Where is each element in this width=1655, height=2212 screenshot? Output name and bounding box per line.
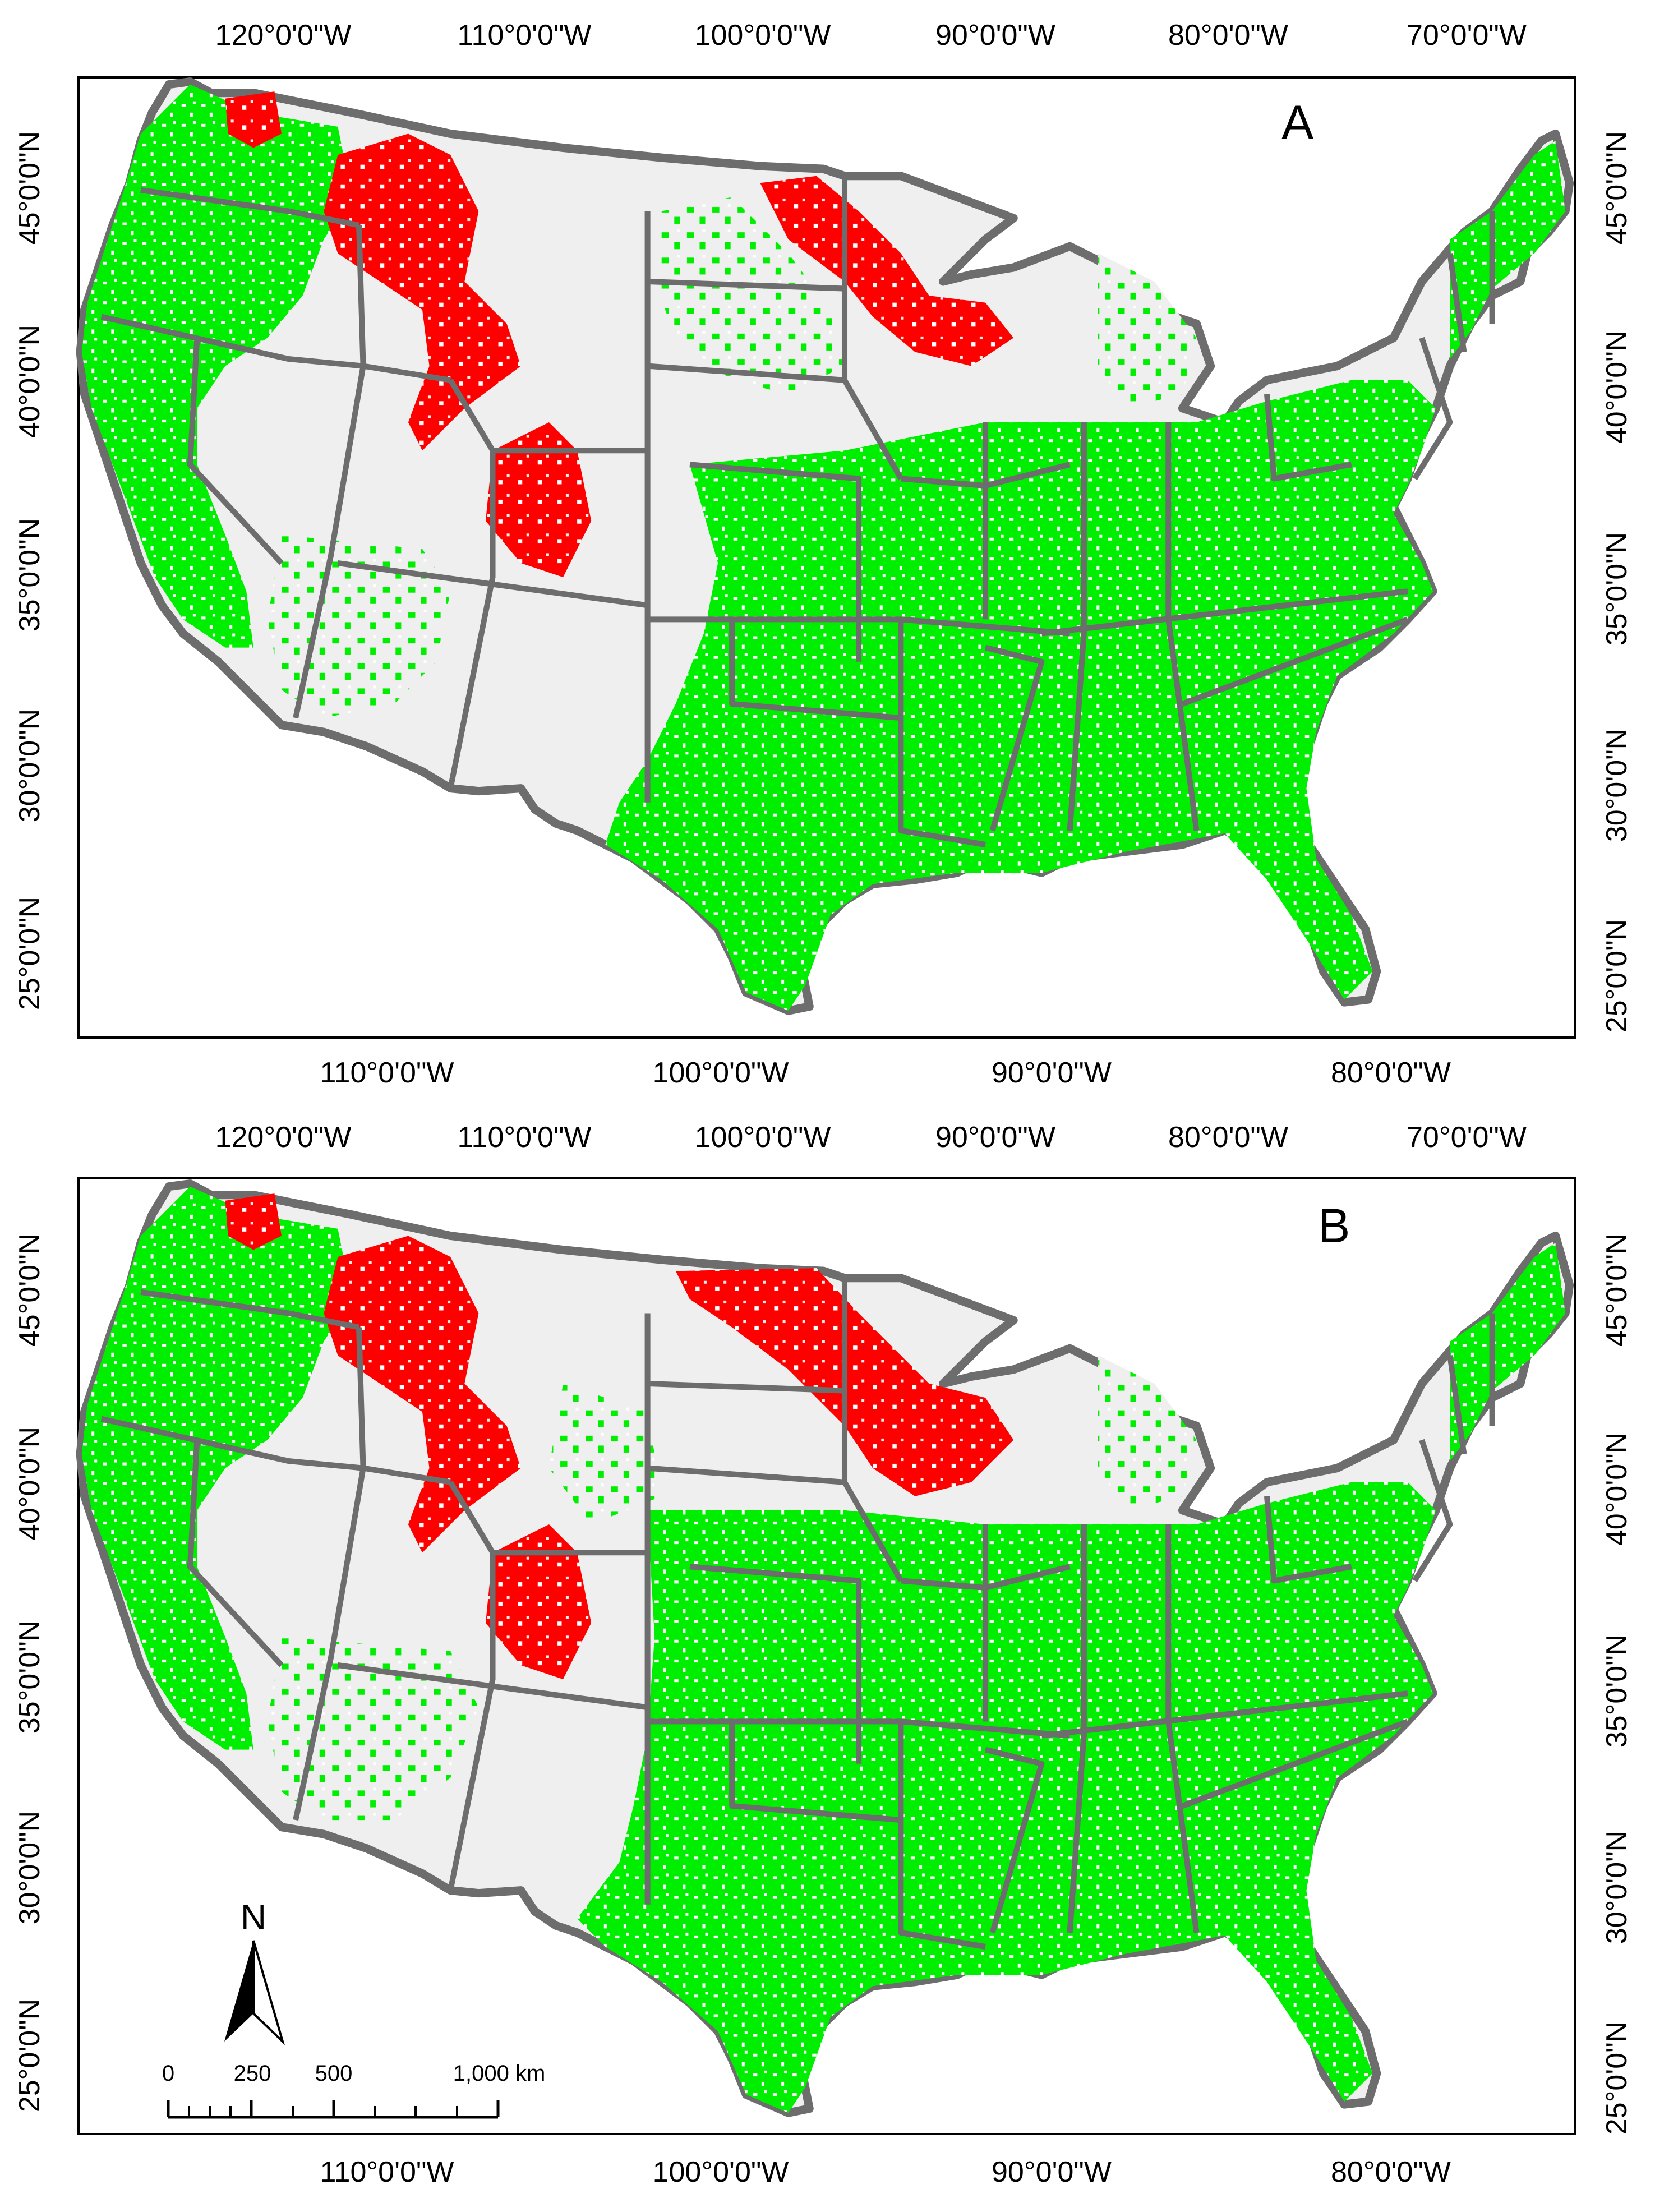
top-axis: 120°0'0"W 110°0'0"W 100°0'0"W 90°0'0"W 8…: [215, 19, 1527, 52]
right-tick-label: 40°0'0"N: [1601, 1432, 1633, 1546]
top-tick-label: 110°0'0"W: [457, 1121, 591, 1154]
left-tick-label: 40°0'0"N: [13, 325, 46, 438]
bottom-tick-label: 100°0'0"W: [653, 1057, 789, 1089]
red-region: [225, 91, 1014, 578]
north-label: N: [241, 1897, 266, 1937]
right-tick-label: 25°0'0"N: [1601, 919, 1633, 1033]
right-tick-label: 45°0'0"N: [1601, 131, 1633, 245]
top-tick-label: 110°0'0"W: [457, 19, 591, 52]
right-tick-label: 45°0'0"N: [1601, 1233, 1633, 1347]
left-axis: 45°0'0"N 40°0'0"N 35°0'0"N 30°0'0"N 25°0…: [13, 131, 46, 1010]
scale-label: 500: [315, 2061, 353, 2086]
green-region-west: [81, 1186, 1197, 1821]
left-tick-label: 45°0'0"N: [13, 1233, 46, 1347]
top-tick-label: 90°0'0"W: [935, 19, 1055, 52]
panel-frame: [77, 76, 1576, 1039]
top-tick-label: 80°0'0"W: [1168, 1121, 1288, 1154]
scale-label: 250: [234, 2061, 271, 2086]
bottom-tick-label: 100°0'0"W: [653, 2156, 789, 2188]
bottom-tick-label: 80°0'0"W: [1331, 1057, 1451, 1089]
state-boundaries: [100, 1278, 1495, 1950]
left-tick-label: 35°0'0"N: [13, 518, 46, 632]
north-arrow: N: [224, 1897, 285, 2045]
state-boundaries: [100, 176, 1495, 847]
left-tick-label: 30°0'0"N: [13, 709, 46, 822]
left-tick-label: 30°0'0"N: [13, 1811, 46, 1924]
bottom-tick-label: 110°0'0"W: [320, 2156, 454, 2188]
top-tick-label: 120°0'0"W: [215, 1121, 352, 1154]
left-tick-label: 25°0'0"N: [13, 1999, 46, 2112]
bottom-axis: 110°0'0"W 100°0'0"W 90°0'0"W 80°0'0"W: [320, 1057, 1450, 1089]
top-tick-label: 100°0'0"W: [695, 19, 831, 52]
bottom-tick-label: 90°0'0"W: [992, 1057, 1112, 1089]
scale-bar: 0 250 500 1,000 km: [162, 2061, 546, 2119]
top-tick-label: 70°0'0"W: [1407, 19, 1527, 52]
bottom-tick-label: 90°0'0"W: [992, 2156, 1112, 2188]
map-panel-a: A 120°0'0"W 110°0'0"W 100°0'0"W 90°0'0"W…: [13, 19, 1633, 1089]
bottom-tick-label: 110°0'0"W: [320, 1057, 454, 1089]
left-tick-label: 45°0'0"N: [13, 131, 46, 245]
north-arrow-left-icon: [224, 1941, 253, 2042]
panel-letter: B: [1318, 1199, 1350, 1253]
left-tick-label: 40°0'0"N: [13, 1427, 46, 1540]
left-axis: 45°0'0"N 40°0'0"N 35°0'0"N 30°0'0"N 25°0…: [13, 1233, 46, 2112]
right-tick-label: 30°0'0"N: [1601, 1831, 1633, 1944]
right-tick-label: 25°0'0"N: [1601, 2021, 1633, 2135]
bottom-axis: 110°0'0"W 100°0'0"W 90°0'0"W 80°0'0"W: [320, 2156, 1450, 2188]
top-tick-label: 100°0'0"W: [695, 1121, 831, 1154]
top-tick-label: 70°0'0"W: [1407, 1121, 1527, 1154]
left-tick-label: 35°0'0"N: [13, 1620, 46, 1734]
bottom-tick-label: 80°0'0"W: [1331, 2156, 1451, 2188]
right-tick-label: 40°0'0"N: [1601, 330, 1633, 444]
map-panel-b: B 120°0'0"W 110°0'0"W 100°0'0"W 90°0'0"W…: [13, 1121, 1633, 2188]
scale-label: 1,000 km: [453, 2061, 546, 2086]
green-region-east: [577, 1243, 1566, 2113]
panel-letter: A: [1281, 96, 1314, 150]
green-region-west: [81, 84, 1197, 718]
top-axis: 120°0'0"W 110°0'0"W 100°0'0"W 90°0'0"W 8…: [215, 1121, 1527, 1154]
scale-label: 0: [162, 2061, 174, 2086]
north-arrow-right-icon: [252, 1940, 285, 2045]
top-tick-label: 90°0'0"W: [935, 1121, 1055, 1154]
panel-frame: [77, 1177, 1576, 2135]
right-axis: 45°0'0"N 40°0'0"N 35°0'0"N 30°0'0"N 25°0…: [1601, 131, 1633, 1033]
right-axis: 45°0'0"N 40°0'0"N 35°0'0"N 30°0'0"N 25°0…: [1601, 1233, 1633, 2135]
green-region-east: [605, 141, 1566, 1011]
right-tick-label: 35°0'0"N: [1601, 532, 1633, 646]
right-tick-label: 30°0'0"N: [1601, 729, 1633, 842]
left-tick-label: 25°0'0"N: [13, 897, 46, 1010]
right-tick-label: 35°0'0"N: [1601, 1634, 1633, 1748]
top-tick-label: 80°0'0"W: [1168, 19, 1288, 52]
top-tick-label: 120°0'0"W: [215, 19, 352, 52]
